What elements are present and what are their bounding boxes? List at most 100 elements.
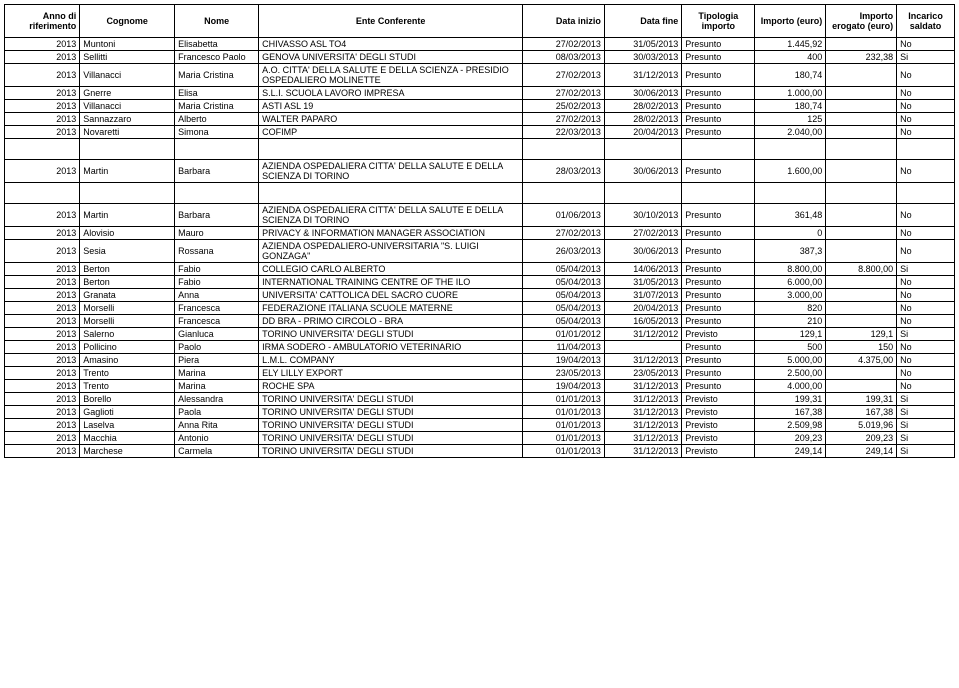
- cell-data-inizio: 01/01/2013: [523, 432, 605, 445]
- cell-saldato: No: [897, 240, 955, 263]
- cell-importo: 3.000,00: [755, 289, 826, 302]
- cell-tipologia: Presunto: [682, 227, 755, 240]
- cell-saldato: Si: [897, 445, 955, 458]
- cell-erogato: 209,23: [826, 432, 897, 445]
- cell-erogato: 8.800,00: [826, 263, 897, 276]
- cell-importo: 387,3: [755, 240, 826, 263]
- cell-ente: L.M.L. COMPANY: [259, 354, 523, 367]
- cell-importo: 180,74: [755, 64, 826, 87]
- cell-cognome: Sannazzaro: [80, 113, 175, 126]
- cell-erogato: 150: [826, 341, 897, 354]
- cell-data-inizio: 01/01/2013: [523, 419, 605, 432]
- cell-saldato: Si: [897, 328, 955, 341]
- cell-anno: 2013: [5, 354, 80, 367]
- cell-nome: Anna: [175, 289, 259, 302]
- cell-saldato: Si: [897, 51, 955, 64]
- cell-anno: 2013: [5, 380, 80, 393]
- cell-nome: Anna Rita: [175, 419, 259, 432]
- cell-data-fine: 30/10/2013: [604, 204, 681, 227]
- cell-anno: 2013: [5, 51, 80, 64]
- cell-data-inizio: 05/04/2013: [523, 263, 605, 276]
- cell-erogato: [826, 38, 897, 51]
- cell-anno: 2013: [5, 406, 80, 419]
- cell-data-inizio: 27/02/2013: [523, 64, 605, 87]
- cell-ente: COLLEGIO CARLO ALBERTO: [259, 263, 523, 276]
- cell-data-fine: 30/06/2013: [604, 160, 681, 183]
- cell-data-inizio: 25/02/2013: [523, 100, 605, 113]
- cell-ente: DD BRA - PRIMO CIRCOLO - BRA: [259, 315, 523, 328]
- cell-importo: 6.000,00: [755, 276, 826, 289]
- cell-data-fine: 28/02/2013: [604, 113, 681, 126]
- cell-ente: TORINO UNIVERSITA' DEGLI STUDI: [259, 419, 523, 432]
- cell-erogato: [826, 87, 897, 100]
- table-row: 2013AmasinoPieraL.M.L. COMPANY19/04/2013…: [5, 354, 955, 367]
- cell-cognome: Martin: [80, 160, 175, 183]
- cell-data-inizio: 19/04/2013: [523, 380, 605, 393]
- table-row: 2013GagliotiPaolaTORINO UNIVERSITA' DEGL…: [5, 406, 955, 419]
- cell-cognome: Borello: [80, 393, 175, 406]
- cell-anno: 2013: [5, 160, 80, 183]
- table-row: 2013MuntoniElisabettaCHIVASSO ASL TO427/…: [5, 38, 955, 51]
- header-anno: Anno di riferimento: [5, 5, 80, 38]
- cell-saldato: Si: [897, 393, 955, 406]
- cell-nome: Marina: [175, 367, 259, 380]
- cell-cognome: Trento: [80, 380, 175, 393]
- cell-saldato: Si: [897, 432, 955, 445]
- table-row: 2013GnerreElisaS.L.I. SCUOLA LAVORO IMPR…: [5, 87, 955, 100]
- cell-anno: 2013: [5, 38, 80, 51]
- cell-nome: Francesca: [175, 315, 259, 328]
- cell-erogato: [826, 276, 897, 289]
- cell-cognome: Martin: [80, 204, 175, 227]
- cell-cognome: Pollicino: [80, 341, 175, 354]
- cell-ente: IRMA SODERO - AMBULATORIO VETERINARIO: [259, 341, 523, 354]
- cell-cognome: Salerno: [80, 328, 175, 341]
- cell-importo: 0: [755, 227, 826, 240]
- table-row: [5, 183, 955, 204]
- cell-saldato: Si: [897, 406, 955, 419]
- header-data-fine: Data fine: [604, 5, 681, 38]
- cell-ente: A.O. CITTA' DELLA SALUTE E DELLA SCIENZA…: [259, 64, 523, 87]
- cell-data-fine: 31/12/2013: [604, 406, 681, 419]
- cell-tipologia: Presunto: [682, 100, 755, 113]
- cell-anno: 2013: [5, 126, 80, 139]
- cell-nome: Maria Cristina: [175, 100, 259, 113]
- cell-ente: TORINO UNIVERSITA' DEGLI STUDI: [259, 406, 523, 419]
- cell-cognome: Novaretti: [80, 126, 175, 139]
- cell-cognome: Berton: [80, 276, 175, 289]
- cell-cognome: Villanacci: [80, 100, 175, 113]
- cell-nome: Elisa: [175, 87, 259, 100]
- cell-ente: TORINO UNIVERSITA' DEGLI STUDI: [259, 393, 523, 406]
- header-cognome: Cognome: [80, 5, 175, 38]
- table-row: 2013BorelloAlessandraTORINO UNIVERSITA' …: [5, 393, 955, 406]
- cell-data-inizio: 01/01/2013: [523, 445, 605, 458]
- cell-cognome: Villanacci: [80, 64, 175, 87]
- cell-cognome: Sesia: [80, 240, 175, 263]
- cell-importo: 5.000,00: [755, 354, 826, 367]
- cell-data-fine: 31/12/2013: [604, 380, 681, 393]
- cell-erogato: 232,38: [826, 51, 897, 64]
- cell-tipologia: Previsto: [682, 419, 755, 432]
- cell-ente: PRIVACY & INFORMATION MANAGER ASSOCIATIO…: [259, 227, 523, 240]
- table-row: 2013AlovisioMauroPRIVACY & INFORMATION M…: [5, 227, 955, 240]
- header-saldato: Incarico saldato: [897, 5, 955, 38]
- cell-ente: S.L.I. SCUOLA LAVORO IMPRESA: [259, 87, 523, 100]
- cell-data-fine: 16/05/2013: [604, 315, 681, 328]
- cell-nome: Barbara: [175, 204, 259, 227]
- cell-ente: AZIENDA OSPEDALIERO-UNIVERSITARIA "S. LU…: [259, 240, 523, 263]
- cell-data-inizio: 05/04/2013: [523, 315, 605, 328]
- cell-data-inizio: 11/04/2013: [523, 341, 605, 354]
- cell-data-inizio: 27/02/2013: [523, 113, 605, 126]
- cell-saldato: No: [897, 341, 955, 354]
- cell-data-fine: 31/12/2013: [604, 432, 681, 445]
- cell-cognome: Morselli: [80, 315, 175, 328]
- cell-cognome: Trento: [80, 367, 175, 380]
- cell-saldato: Si: [897, 419, 955, 432]
- cell-data-inizio: 22/03/2013: [523, 126, 605, 139]
- cell-ente: WALTER PAPARO: [259, 113, 523, 126]
- cell-anno: 2013: [5, 64, 80, 87]
- cell-tipologia: Previsto: [682, 445, 755, 458]
- cell-nome: Carmela: [175, 445, 259, 458]
- cell-saldato: No: [897, 276, 955, 289]
- cell-ente: TORINO UNIVERSITA' DEGLI STUDI: [259, 328, 523, 341]
- cell-tipologia: Previsto: [682, 328, 755, 341]
